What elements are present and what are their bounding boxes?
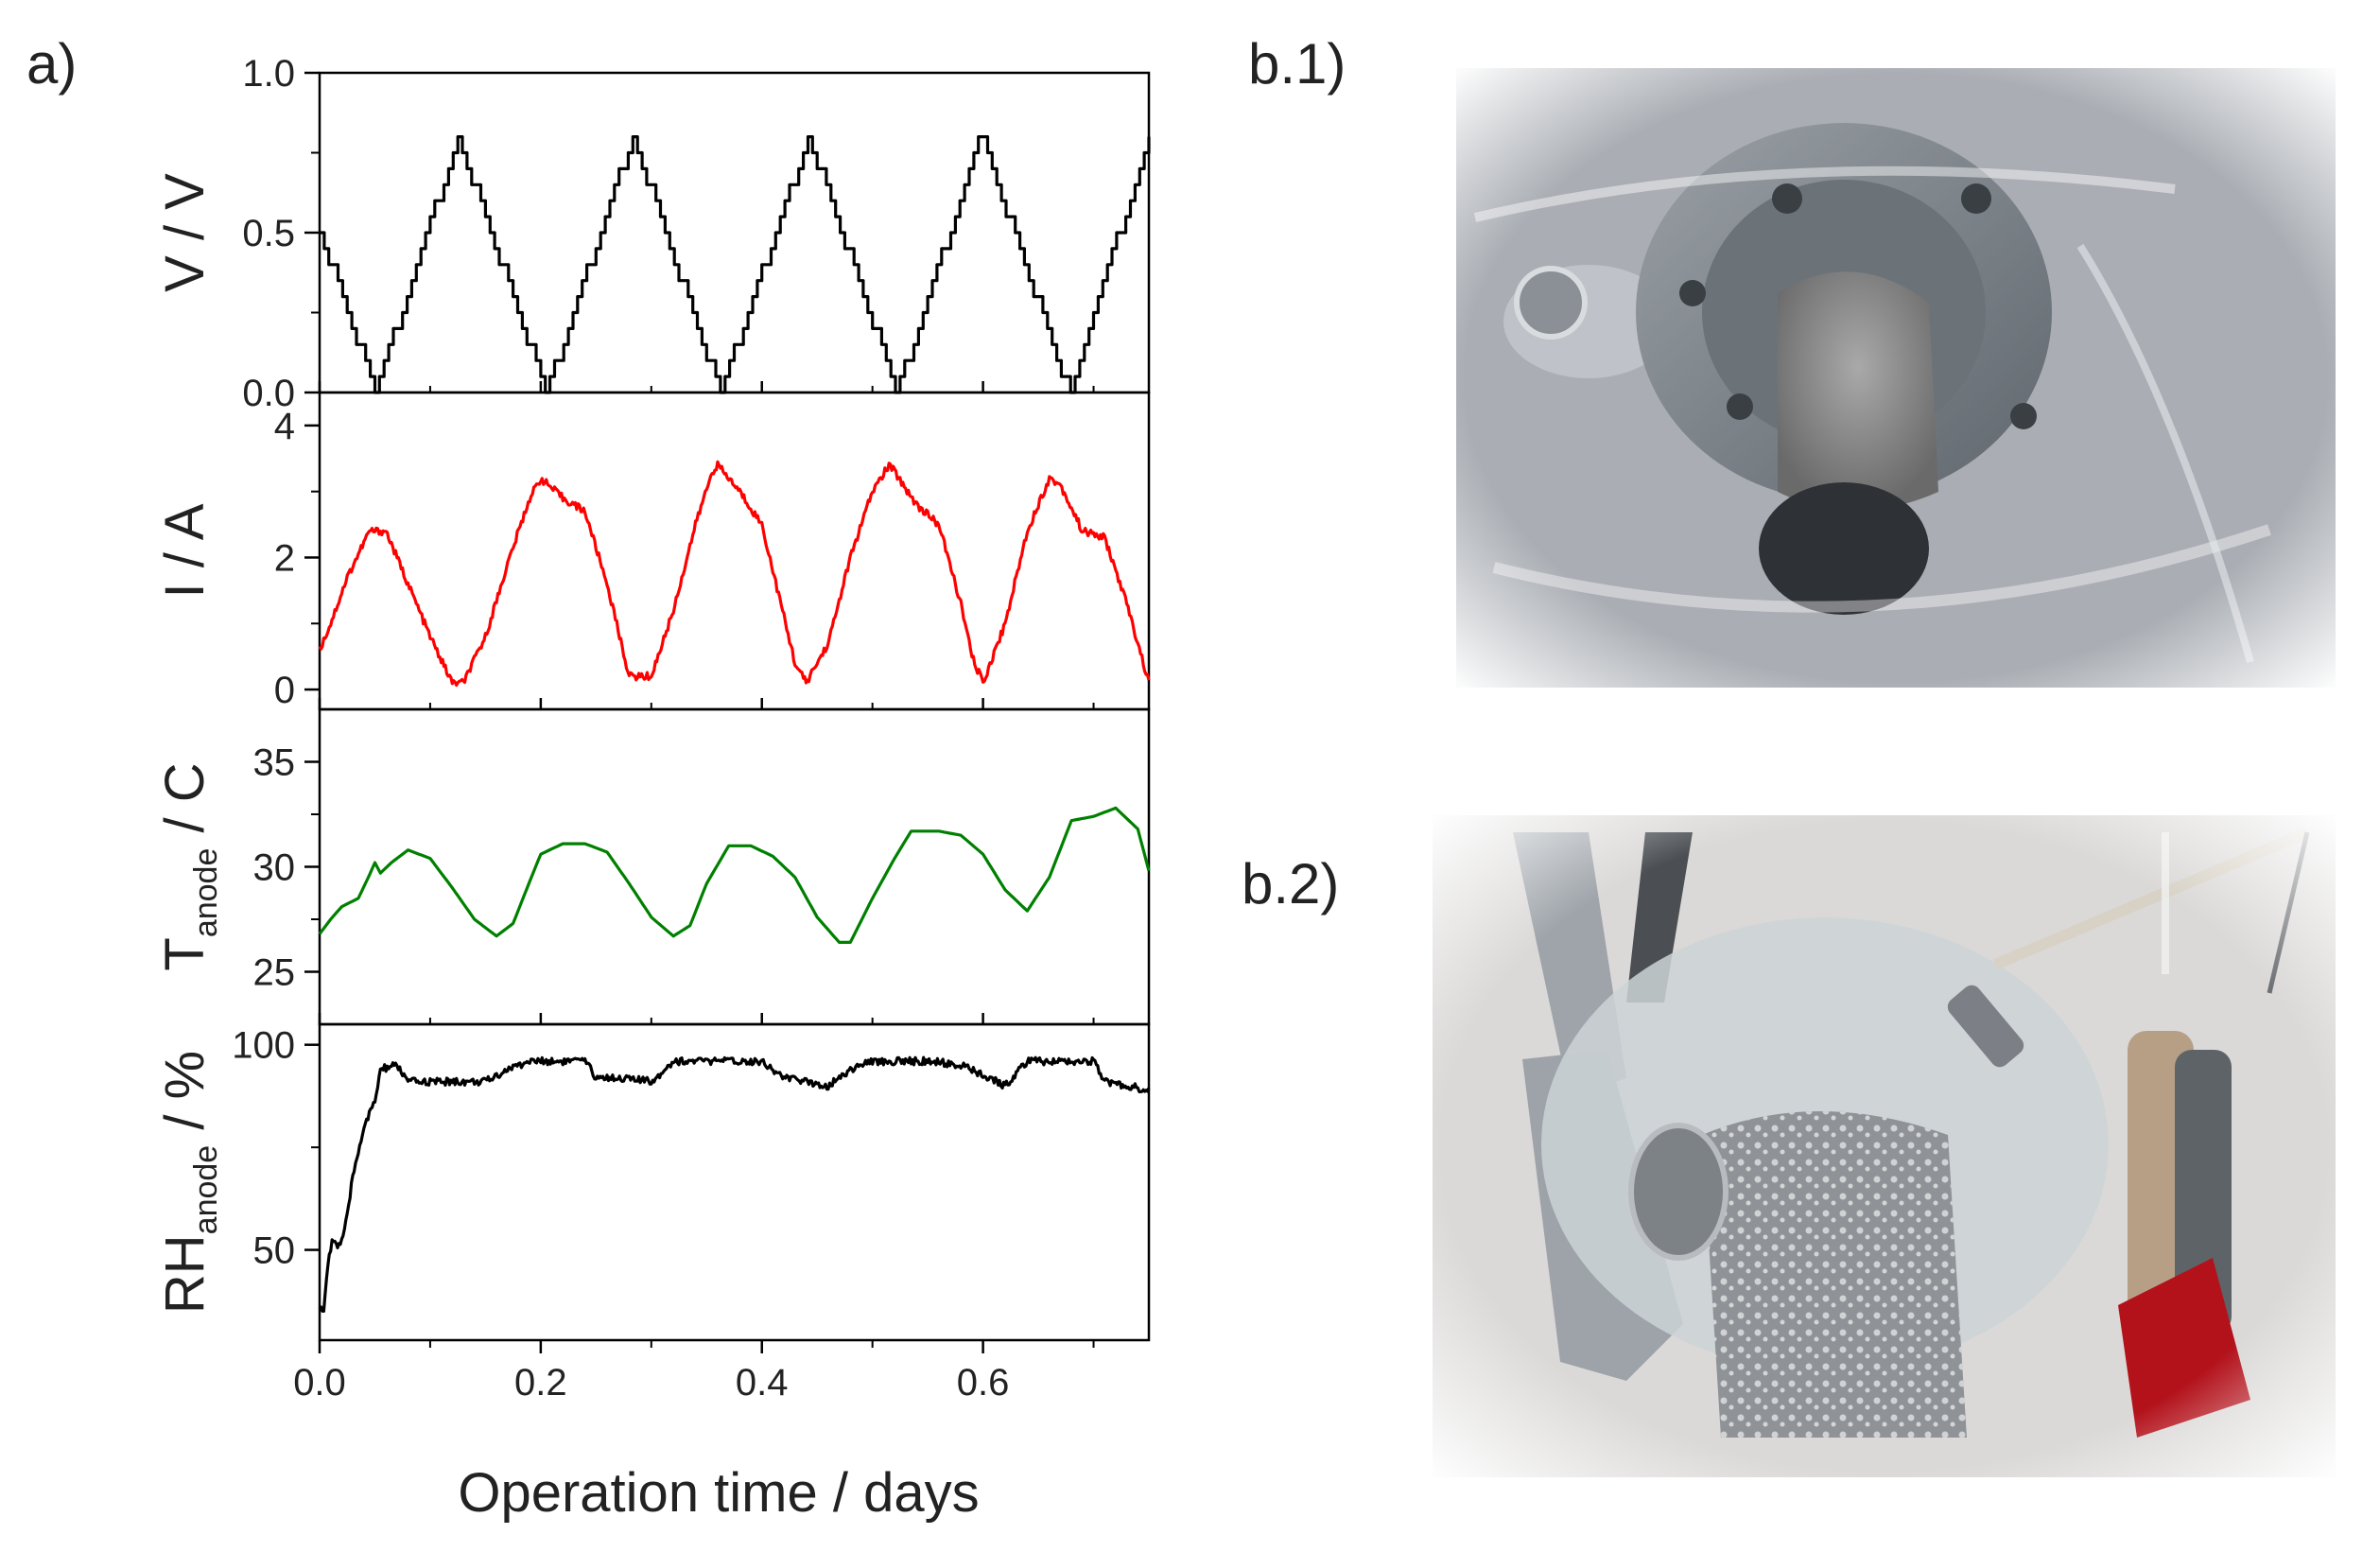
y-tick-label: 0.0	[242, 373, 295, 414]
y-tick-label: 100	[232, 1025, 295, 1067]
y-tick-label: 35	[253, 742, 296, 784]
x-tick-label: 0.6	[957, 1362, 1010, 1404]
x-tick-label: 0.2	[514, 1362, 567, 1404]
series-line-2	[318, 460, 1151, 688]
panel-b2-label: b.2)	[1242, 852, 1339, 916]
y-tick-label: 0	[274, 670, 295, 711]
x-tick-label: 0.4	[736, 1362, 789, 1404]
series-line-1	[320, 135, 1151, 394]
y-axis-title: I / A	[154, 503, 216, 598]
plot-panel-4: 50 100 0.0 0.2 0.4 0.6 RHanode / %	[154, 1022, 1151, 1404]
x-tick-label: 0.0	[293, 1362, 346, 1404]
panel-b1-label: b.1)	[1248, 32, 1346, 96]
y-tick-label: 0.5	[242, 213, 295, 254]
plot-panel-2: 0 2 4 I / A	[154, 391, 1151, 711]
y-tick-label: 4	[274, 406, 295, 447]
photo-b1	[1456, 68, 2336, 688]
plot-frame	[318, 1022, 1151, 1342]
y-tick-label: 25	[253, 952, 296, 994]
x-axis-title: Operation time / days	[458, 1462, 979, 1524]
panel-a-label: a)	[26, 32, 77, 96]
series-line-3	[318, 806, 1151, 944]
y-axis-title: V / V	[154, 173, 216, 292]
y-tick-label: 1.0	[242, 53, 295, 95]
series-line-4	[318, 1055, 1151, 1313]
stacked-plots: 0.0 0.5 1.0 V / V 0 2 4 I / A 25 30 35 Tanode / C 50…	[154, 53, 1151, 1404]
y-tick-label: 2	[274, 537, 295, 579]
y-tick-label: 50	[253, 1230, 296, 1272]
y-axis-title: RHanode / %	[154, 1051, 224, 1314]
y-tick-label: 30	[253, 847, 296, 889]
photo-b2	[1433, 815, 2336, 1477]
y-axis-title: Tanode / C	[154, 762, 224, 970]
plot-panel-1: 0.0 0.5 1.0 V / V	[154, 53, 1151, 414]
plot-panel-3: 25 30 35 Tanode / C	[154, 707, 1151, 1026]
plot-frame	[318, 707, 1151, 1026]
